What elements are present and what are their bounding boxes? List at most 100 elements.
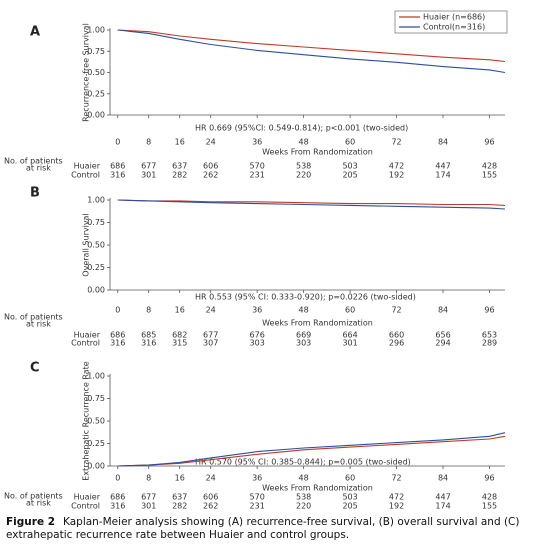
- y-tick-label: 0.50: [87, 68, 105, 77]
- x-axis-label: Weeks From Randomization: [262, 484, 373, 493]
- survival-curve: [117, 432, 506, 467]
- risk-count: 472: [389, 162, 404, 171]
- legend-label: Huaier (n=686): [423, 13, 485, 22]
- y-axis-label: Overall Survival: [82, 213, 91, 276]
- risk-count: 174: [435, 502, 450, 511]
- risk-row-name: Huaier: [74, 331, 101, 340]
- panel-letter: C: [30, 361, 40, 376]
- survival-curve: [117, 199, 506, 206]
- risk-count: 231: [250, 502, 265, 511]
- annotation: HR 0.553 (95% CI: 0.333-0.920); p=0.0226…: [195, 293, 416, 302]
- legend-box: [394, 10, 508, 34]
- x-tick-label: 96: [484, 306, 494, 315]
- y-tick-label: 1.00: [87, 26, 105, 35]
- risk-count: 660: [389, 331, 404, 340]
- y-tick-label: 1.00: [87, 196, 105, 205]
- risk-count: 316: [110, 502, 125, 511]
- survival-curve: [117, 199, 506, 210]
- risk-count: 262: [203, 502, 218, 511]
- x-tick-label: 48: [299, 138, 309, 147]
- survival-curve: [117, 435, 506, 467]
- risk-row-name: Control: [71, 339, 100, 348]
- risk-count: 677: [141, 493, 156, 502]
- risk-count: 570: [250, 162, 265, 171]
- risk-count: 447: [435, 493, 450, 502]
- risk-count: 686: [110, 493, 125, 502]
- x-tick-label: 8: [146, 474, 151, 483]
- y-tick-label: 1.00: [87, 372, 105, 381]
- risk-count: 447: [435, 162, 450, 171]
- risk-row-name: Huaier: [74, 493, 101, 502]
- risk-count: 686: [110, 331, 125, 340]
- risk-count: 155: [482, 502, 497, 511]
- risk-count: 316: [110, 339, 125, 348]
- x-tick-label: 84: [438, 474, 448, 483]
- risk-count: 472: [389, 493, 404, 502]
- risk-row-name: Control: [71, 502, 100, 511]
- x-tick-label: 60: [345, 474, 355, 483]
- x-tick-label: 84: [438, 306, 448, 315]
- risk-count: 676: [250, 331, 265, 340]
- risk-count: 192: [389, 502, 404, 511]
- x-tick-label: 72: [391, 474, 401, 483]
- y-tick-label: 0.25: [87, 439, 105, 448]
- risk-count: 656: [435, 331, 450, 340]
- x-tick-label: 84: [438, 138, 448, 147]
- risk-count: 303: [250, 339, 265, 348]
- survival-curve: [117, 29, 506, 63]
- x-tick-label: 72: [391, 138, 401, 147]
- x-tick-label: 96: [484, 474, 494, 483]
- panel-letter: B: [30, 186, 40, 201]
- risk-subtitle: at risk: [26, 164, 51, 173]
- risk-row-name: Control: [71, 171, 100, 180]
- risk-count: 301: [141, 502, 156, 511]
- risk-title: No. of patients: [4, 492, 63, 501]
- risk-count: 294: [435, 339, 450, 348]
- y-tick-label: 0.25: [87, 263, 105, 272]
- y-tick-label: 0.75: [87, 47, 105, 56]
- x-tick-label: 72: [391, 306, 401, 315]
- risk-count: 316: [110, 171, 125, 180]
- risk-count: 538: [296, 493, 311, 502]
- risk-count: 282: [172, 502, 187, 511]
- y-axis-label: Extrahepatic Recurrence Rate: [82, 361, 91, 481]
- x-tick-label: 0: [115, 306, 120, 315]
- x-tick-label: 48: [299, 474, 309, 483]
- risk-count: 301: [141, 171, 156, 180]
- risk-count: 289: [482, 339, 497, 348]
- y-tick-label: 0.00: [87, 286, 105, 295]
- survival-curve: [117, 29, 506, 74]
- panel-letter: A: [30, 25, 40, 40]
- risk-count: 685: [141, 331, 156, 340]
- x-tick-label: 36: [252, 138, 262, 147]
- x-tick-label: 0: [115, 138, 120, 147]
- y-tick-label: 0.00: [87, 111, 105, 120]
- x-tick-label: 60: [345, 306, 355, 315]
- risk-title: No. of patients: [4, 157, 63, 166]
- risk-count: 296: [389, 339, 404, 348]
- y-tick-label: 0.00: [87, 462, 105, 471]
- risk-count: 570: [250, 493, 265, 502]
- risk-count: 220: [296, 502, 311, 511]
- annotation: HR 0.570 (95% CI: 0.385-0.844); p=0.005 …: [195, 458, 411, 467]
- x-tick-label: 36: [252, 474, 262, 483]
- risk-count: 231: [250, 171, 265, 180]
- legend-label: Control(n=316): [423, 23, 485, 32]
- risk-count: 637: [172, 162, 187, 171]
- risk-count: 686: [110, 162, 125, 171]
- risk-count: 205: [342, 502, 357, 511]
- risk-count: 664: [342, 331, 357, 340]
- risk-count: 606: [203, 162, 218, 171]
- risk-count: 428: [482, 162, 497, 171]
- risk-count: 637: [172, 493, 187, 502]
- y-tick-label: 0.50: [87, 417, 105, 426]
- x-tick-label: 16: [175, 474, 185, 483]
- x-tick-label: 16: [175, 306, 185, 315]
- risk-count: 677: [203, 331, 218, 340]
- x-tick-label: 96: [484, 138, 494, 147]
- x-tick-label: 8: [146, 138, 151, 147]
- risk-count: 606: [203, 493, 218, 502]
- risk-subtitle: at risk: [26, 499, 51, 508]
- y-tick-label: 0.25: [87, 89, 105, 98]
- x-tick-label: 16: [175, 138, 185, 147]
